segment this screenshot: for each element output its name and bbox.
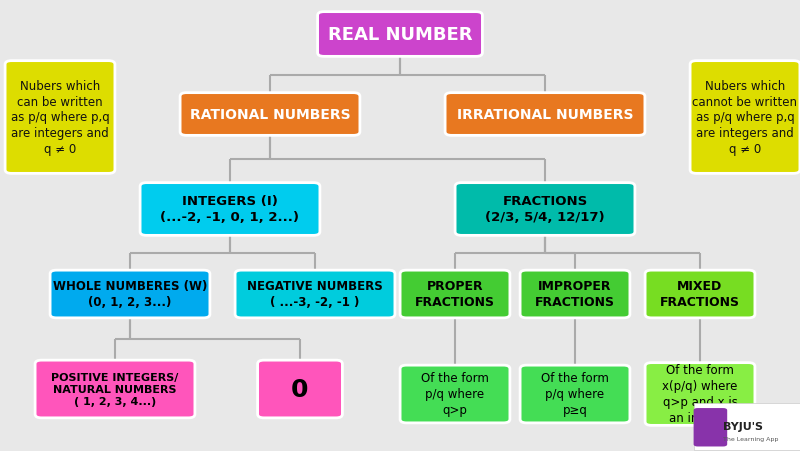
FancyBboxPatch shape xyxy=(180,93,360,136)
Text: Nubers which
can be written
as p/q where p,q
are integers and
q ≠ 0: Nubers which can be written as p/q where… xyxy=(10,79,110,156)
Text: MIXED
FRACTIONS: MIXED FRACTIONS xyxy=(660,280,740,309)
FancyBboxPatch shape xyxy=(50,271,210,318)
FancyBboxPatch shape xyxy=(645,363,755,425)
FancyBboxPatch shape xyxy=(400,365,510,423)
FancyBboxPatch shape xyxy=(318,13,482,57)
FancyBboxPatch shape xyxy=(520,365,630,423)
FancyBboxPatch shape xyxy=(445,93,645,136)
FancyBboxPatch shape xyxy=(690,61,800,174)
Text: REAL NUMBER: REAL NUMBER xyxy=(328,26,472,44)
FancyBboxPatch shape xyxy=(258,360,342,418)
Text: IRRATIONAL NUMBERS: IRRATIONAL NUMBERS xyxy=(457,108,634,122)
Text: NEGATIVE NUMBERS
( ...-3, -2, -1 ): NEGATIVE NUMBERS ( ...-3, -2, -1 ) xyxy=(247,280,383,309)
Text: Of the form
p/q where
p≥q: Of the form p/q where p≥q xyxy=(541,372,609,417)
Text: WHOLE NUMBERES (W)
(0, 1, 2, 3...): WHOLE NUMBERES (W) (0, 1, 2, 3...) xyxy=(53,280,207,309)
FancyBboxPatch shape xyxy=(5,61,115,174)
FancyBboxPatch shape xyxy=(235,271,395,318)
FancyBboxPatch shape xyxy=(694,403,800,450)
Text: 0: 0 xyxy=(291,377,309,401)
FancyBboxPatch shape xyxy=(400,271,510,318)
Text: INTEGERS (I)
(...-2, -1, 0, 1, 2...): INTEGERS (I) (...-2, -1, 0, 1, 2...) xyxy=(161,195,299,224)
Text: RATIONAL NUMBERS: RATIONAL NUMBERS xyxy=(190,108,350,122)
Text: Nubers which
cannot be written
as p/q where p,q
are integers and
q ≠ 0: Nubers which cannot be written as p/q wh… xyxy=(693,79,798,156)
FancyBboxPatch shape xyxy=(694,408,727,446)
Text: FRACTIONS
(2/3, 5/4, 12/17): FRACTIONS (2/3, 5/4, 12/17) xyxy=(485,195,605,224)
FancyBboxPatch shape xyxy=(645,271,755,318)
FancyBboxPatch shape xyxy=(455,183,635,236)
Text: Of the form
x(p/q) where
q>p and x is
an integer: Of the form x(p/q) where q>p and x is an… xyxy=(662,364,738,424)
Text: POSITIVE INTEGERS/
NATURAL NUMBERS
( 1, 2, 3, 4...): POSITIVE INTEGERS/ NATURAL NUMBERS ( 1, … xyxy=(51,372,178,406)
FancyBboxPatch shape xyxy=(35,360,195,418)
FancyBboxPatch shape xyxy=(140,183,320,236)
Text: BYJU'S: BYJU'S xyxy=(723,421,763,431)
Text: PROPER
FRACTIONS: PROPER FRACTIONS xyxy=(415,280,495,309)
Text: IMPROPER
FRACTIONS: IMPROPER FRACTIONS xyxy=(535,280,615,309)
Text: Of the form
p/q where
q>p: Of the form p/q where q>p xyxy=(421,372,489,417)
Text: The Learning App: The Learning App xyxy=(723,436,778,442)
FancyBboxPatch shape xyxy=(520,271,630,318)
